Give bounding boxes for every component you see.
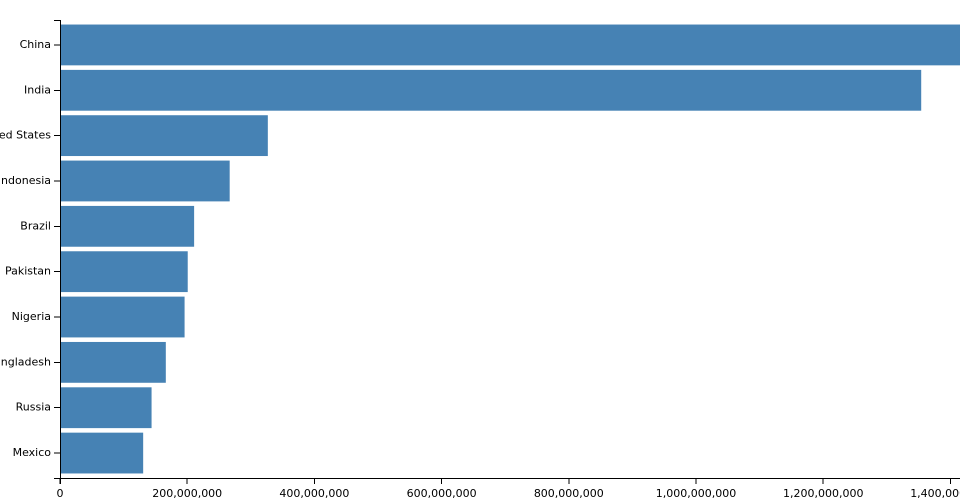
- bar: [60, 24, 960, 66]
- y-tick-label: China: [20, 38, 51, 51]
- bar: [60, 115, 268, 157]
- y-tick-label: Brazil: [20, 219, 51, 232]
- x-tick-label: 0: [57, 487, 64, 500]
- bar: [60, 432, 144, 474]
- y-tick-label: India: [24, 83, 51, 96]
- x-tick-label: 1,400,000,000: [910, 487, 960, 500]
- x-tick-label: 1,000,000,000: [656, 487, 736, 500]
- y-tick-label: Mexico: [13, 446, 52, 459]
- x-tick-label: 400,000,000: [279, 487, 349, 500]
- bar: [60, 69, 922, 111]
- bar: [60, 160, 230, 202]
- bar: [60, 251, 188, 293]
- bar: [60, 341, 166, 383]
- x-tick-label: 200,000,000: [152, 487, 222, 500]
- y-tick-label: United States: [0, 129, 51, 142]
- bar: [60, 387, 152, 429]
- y-tick-label: Russia: [16, 401, 51, 414]
- y-tick-label: Pakistan: [5, 265, 51, 278]
- y-tick-label: Nigeria: [12, 310, 51, 323]
- bar: [60, 205, 195, 247]
- x-axis-line: [60, 478, 960, 484]
- y-axis-line: [54, 20, 61, 479]
- y-tick-label: Bangladesh: [0, 355, 51, 368]
- x-tick-label: 600,000,000: [407, 487, 477, 500]
- y-tick-label: Indonesia: [0, 174, 51, 187]
- x-tick-label: 1,200,000,000: [783, 487, 863, 500]
- bar: [60, 296, 185, 338]
- x-tick-label: 800,000,000: [534, 487, 604, 500]
